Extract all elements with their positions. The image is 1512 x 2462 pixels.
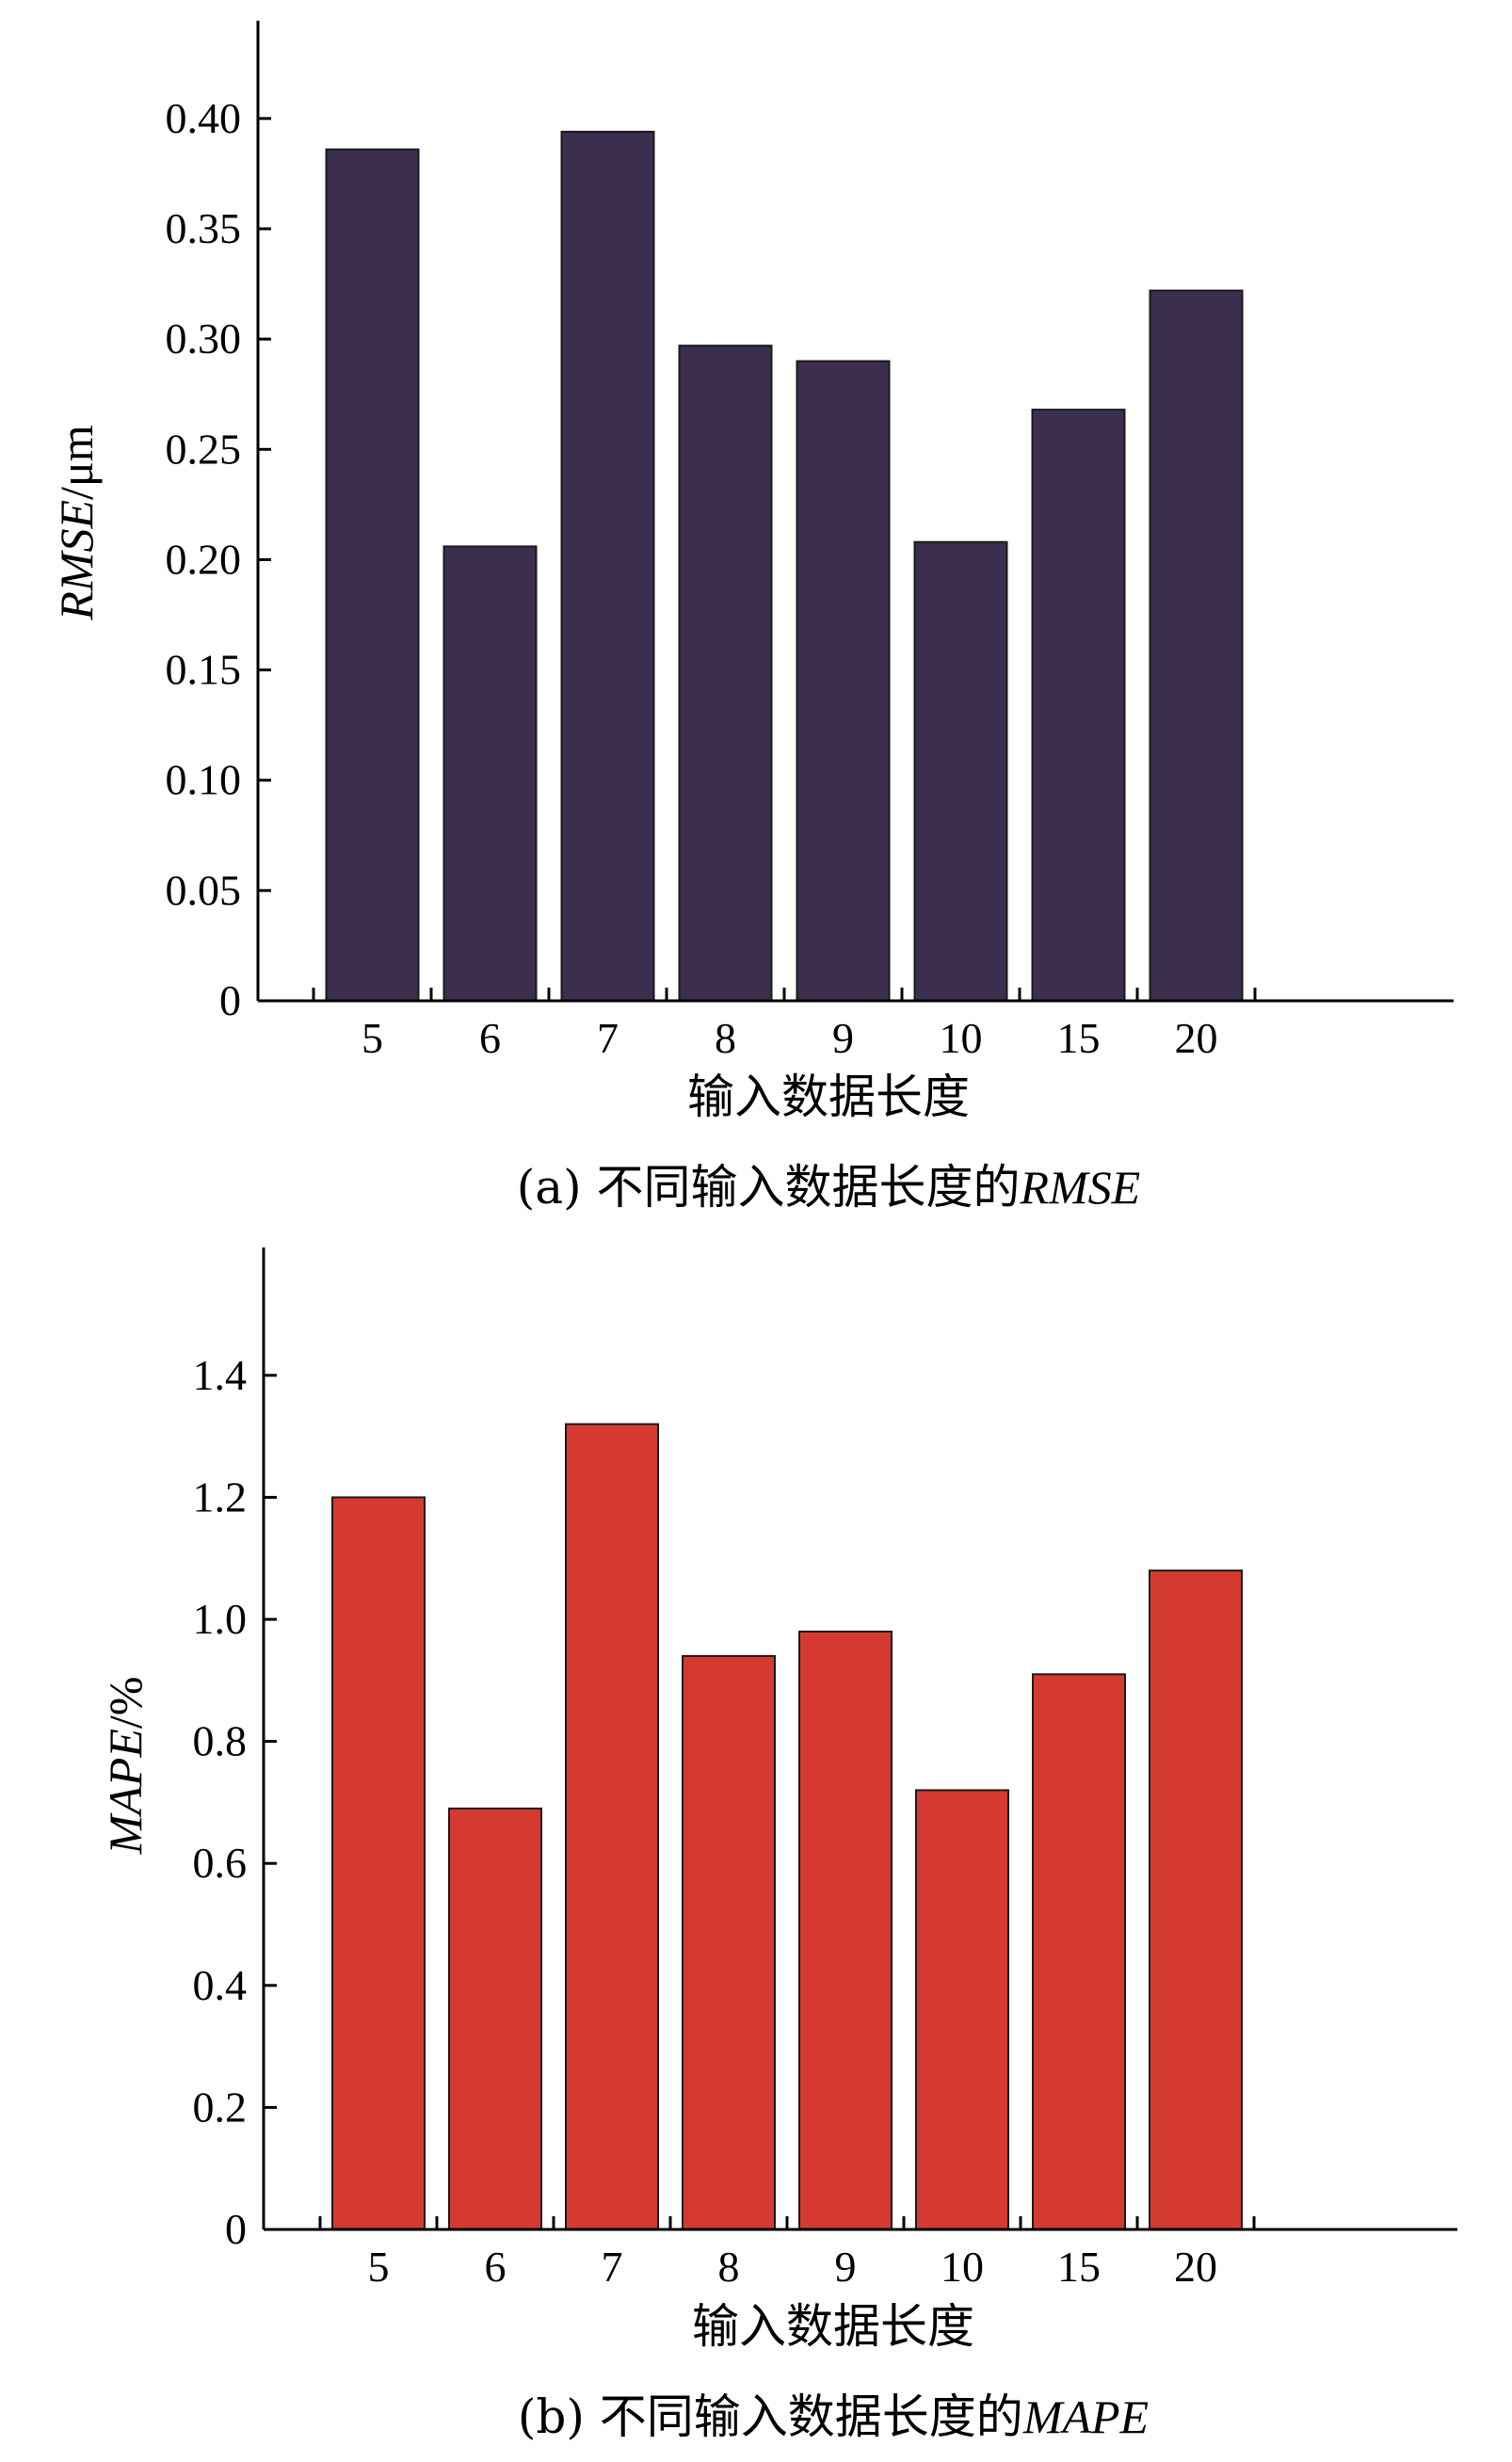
mape-x-tick-label: 5 [368, 2243, 390, 2291]
rmse-x-tick-label: 6 [479, 1014, 501, 1062]
mape-bar-9 [798, 1630, 893, 2230]
mape-y-ticks: 0 0.2 0.4 0.6 0.8 1.0 1.2 1.4 [193, 1351, 277, 2253]
mape-bars [331, 1423, 1243, 2231]
rmse-x-tick-label: 7 [597, 1014, 619, 1062]
mape-caption: (b) 不同输入数据长度的MAPE [518, 2390, 1149, 2444]
rmse-y-axis-label: RMSE/μm [50, 425, 103, 620]
rmse-bar-6 [442, 545, 538, 1002]
mape-y-tick-label: 0.6 [193, 1839, 248, 1887]
rmse-x-tick-label: 9 [832, 1014, 854, 1062]
mape-bar-8 [682, 1654, 776, 2230]
rmse-x-tick-label: 15 [1057, 1014, 1101, 1062]
rmse-x-axis-label: 输入数据长度 [687, 1070, 970, 1124]
rmse-caption-prefix: (a) 不同输入数据长度的 [517, 1160, 1021, 1215]
mape-x-tick-label: 20 [1174, 2243, 1217, 2291]
rmse-x-tick-label: 5 [362, 1014, 383, 1062]
mape-x-tick-label: 15 [1057, 2243, 1101, 2291]
rmse-bar-chart: 0 0.05 0.10 0.15 0.20 0.25 0.30 0.35 0.40 5 6 7 8 9 1… [50, 21, 1454, 1215]
mape-bar-6 [448, 1807, 542, 2230]
mape-bar-15 [1032, 1673, 1126, 2230]
mape-bar-5 [331, 1496, 426, 2230]
rmse-bar-20 [1149, 289, 1244, 1003]
rmse-caption-metric: RMSE [1019, 1161, 1140, 1214]
rmse-y-tick-label: 0.10 [166, 756, 242, 804]
mape-x-tick-label: 10 [941, 2243, 984, 2291]
mape-y-tick-label: 1.4 [193, 1351, 248, 1399]
mape-y-axis-label-main: MAPE [99, 1729, 152, 1855]
rmse-y-tick-label: 0.15 [166, 646, 242, 694]
mape-x-tick-label: 7 [602, 2243, 623, 2291]
mape-x-tick-label: 6 [485, 2243, 507, 2291]
mape-y-axis-label: MAPE/% [99, 1677, 152, 1856]
rmse-bar-7 [560, 130, 655, 1002]
mape-y-tick-label: 0 [225, 2205, 247, 2253]
rmse-y-axis-label-main: RMSE [50, 500, 103, 621]
mape-x-tick-label: 9 [835, 2243, 857, 2291]
mape-y-tick-label: 1.2 [193, 1472, 248, 1521]
mape-y-tick-label: 0.4 [193, 1961, 248, 2009]
rmse-y-tick-label: 0 [219, 976, 241, 1024]
rmse-y-ticks: 0 0.05 0.10 0.15 0.20 0.25 0.30 0.35 0.40 [166, 94, 271, 1024]
rmse-bar-8 [678, 345, 773, 1002]
rmse-y-axis-label-unit: /μm [50, 425, 103, 500]
rmse-caption: (a) 不同输入数据长度的RMSE [517, 1160, 1140, 1215]
rmse-y-tick-label: 0.30 [166, 314, 242, 362]
mape-y-tick-label: 1.0 [193, 1595, 248, 1643]
rmse-bar-9 [796, 360, 891, 1003]
rmse-x-tick-label: 20 [1175, 1014, 1218, 1062]
rmse-x-tick-label: 8 [715, 1014, 736, 1062]
mape-x-ticks: 5 6 7 8 9 10 15 20 [318, 2216, 1256, 2291]
rmse-y-tick-label: 0.05 [166, 866, 242, 914]
rmse-bar-15 [1031, 409, 1126, 1003]
mape-caption-metric: MAPE [1022, 2390, 1149, 2443]
mape-caption-prefix: (b) 不同输入数据长度的 [518, 2390, 1023, 2444]
rmse-y-tick-label: 0.35 [166, 204, 242, 252]
rmse-x-ticks: 5 6 7 8 9 10 15 20 [312, 988, 1257, 1062]
rmse-bar-10 [913, 540, 1008, 1003]
mape-bar-10 [915, 1789, 1009, 2230]
rmse-y-tick-label: 0.40 [166, 94, 242, 142]
rmse-y-tick-label: 0.25 [166, 425, 242, 473]
mape-bar-7 [565, 1423, 659, 2230]
mape-y-tick-label: 0.8 [193, 1717, 248, 1765]
rmse-bars [325, 130, 1244, 1003]
rmse-y-tick-label: 0.20 [166, 535, 242, 583]
mape-bar-20 [1149, 1569, 1243, 2231]
mape-x-tick-label: 8 [718, 2243, 740, 2291]
rmse-bar-5 [325, 148, 420, 1002]
mape-x-axis-label: 输入数据长度 [692, 2299, 974, 2354]
mape-y-tick-label: 0.2 [193, 2083, 248, 2131]
mape-y-axis-label-unit: /% [99, 1677, 152, 1730]
mape-bar-chart: 0 0.2 0.4 0.6 0.8 1.0 1.2 1.4 5 6 7 8 9 10 15 20 输入数据长… [99, 1247, 1457, 2444]
rmse-x-tick-label: 10 [940, 1014, 983, 1062]
